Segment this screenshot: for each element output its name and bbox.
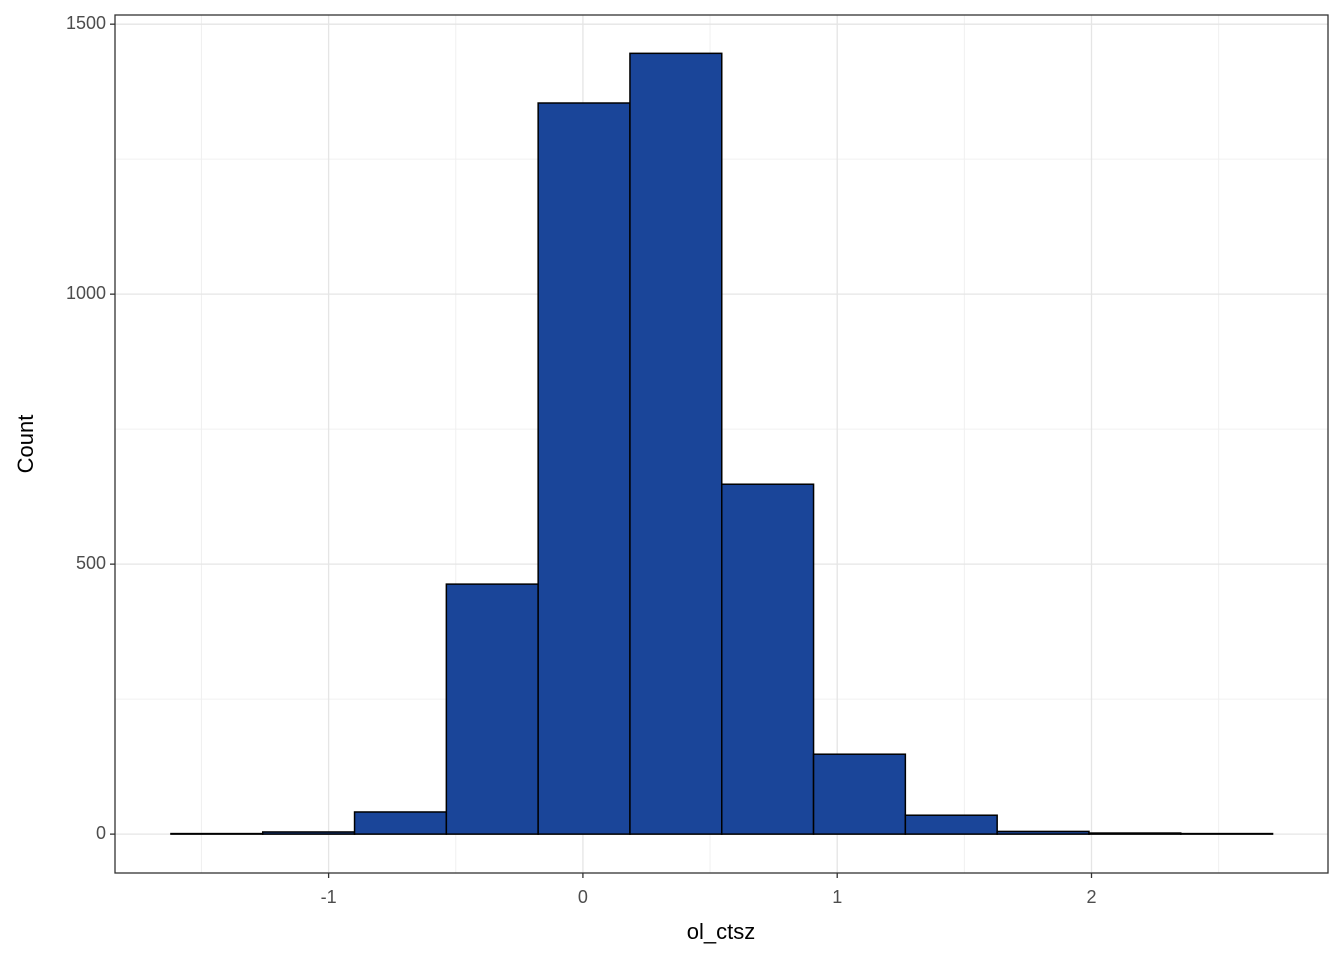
bar (1088, 832, 1182, 835)
y-axis-title: Count (13, 415, 38, 474)
bar (353, 811, 448, 835)
x-tick-label: 2 (1086, 887, 1096, 907)
x-axis-title: ol_ctsz (687, 919, 755, 944)
y-tick-label: 500 (76, 553, 106, 573)
y-tick-label: 0 (96, 823, 106, 843)
x-tick-label: 0 (578, 887, 588, 907)
bar (445, 583, 539, 835)
bar (904, 814, 998, 835)
bar (261, 831, 356, 835)
bar (721, 483, 815, 835)
bar (812, 753, 907, 835)
y-tick-label: 1500 (66, 13, 106, 33)
bar (537, 102, 631, 835)
bar (996, 830, 1090, 835)
bar (170, 832, 264, 835)
x-tick-label: 1 (832, 887, 842, 907)
bar (629, 52, 723, 835)
bar (1180, 832, 1274, 835)
panel-border (114, 14, 1329, 874)
y-tick-label: 1000 (66, 283, 106, 303)
x-tick-label: -1 (321, 887, 337, 907)
